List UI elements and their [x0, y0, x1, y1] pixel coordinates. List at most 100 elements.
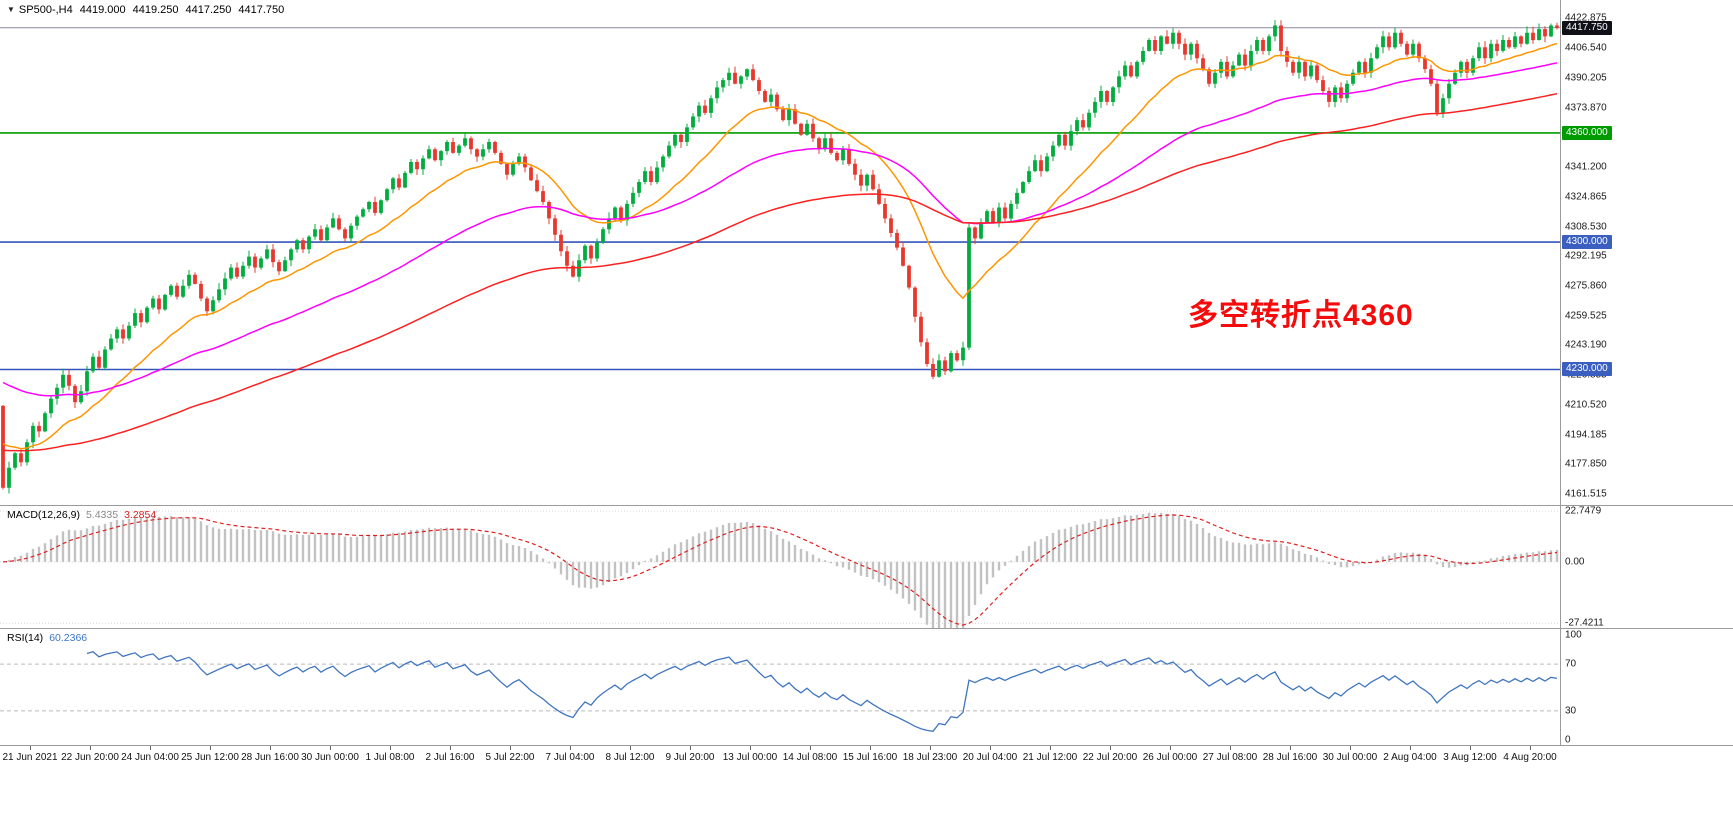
time-tick — [450, 746, 451, 750]
time-axis-label: 1 Jul 08:00 — [365, 752, 415, 763]
time-axis-label: 30 Jun 00:00 — [301, 752, 359, 763]
time-axis-label: 8 Jul 12:00 — [605, 752, 655, 763]
macd-label: MACD(12,26,9) — [7, 509, 80, 521]
time-tick — [510, 746, 511, 750]
ma-fast-line — [2, 42, 1558, 450]
time-axis-label: 7 Jul 04:00 — [545, 752, 595, 763]
bar-open-value: 4419.000 — [79, 4, 126, 16]
chart-header: ▼ SP500-,H4 4419.000 4419.250 4417.250 4417.7… — [7, 4, 284, 16]
price-axis-label: 4243.190 — [1565, 339, 1607, 351]
rsi-axis-label: 0 — [1565, 734, 1571, 746]
panel-divider — [0, 745, 1733, 746]
time-tick — [810, 746, 811, 750]
price-axis-label: 4161.515 — [1565, 488, 1607, 500]
price-badge-4360.000: 4360.000 — [1562, 125, 1612, 140]
bar-high-value: 4419.250 — [132, 4, 179, 16]
time-tick — [270, 746, 271, 750]
price-axis-label: 4275.860 — [1565, 280, 1607, 292]
time-axis-label: 14 Jul 08:00 — [782, 752, 838, 763]
time-tick — [870, 746, 871, 750]
time-axis-label: 26 Jul 00:00 — [1142, 752, 1198, 763]
time-tick — [1530, 746, 1531, 750]
rsi-label: RSI(14) — [7, 632, 44, 644]
time-axis-label: 28 Jun 16:00 — [241, 752, 299, 763]
time-tick — [1290, 746, 1291, 750]
price-axis-label: 4406.540 — [1565, 42, 1607, 54]
time-axis-label: 22 Jun 20:00 — [61, 752, 119, 763]
time-tick — [750, 746, 751, 750]
time-axis-label: 5 Jul 22:00 — [485, 752, 535, 763]
macd-histogram — [7, 512, 1559, 629]
price-axis-label: 4373.870 — [1565, 102, 1607, 114]
macd-axis-label: -27.4211 — [1565, 617, 1604, 629]
time-tick — [1170, 746, 1171, 750]
price-chart-canvas[interactable] — [0, 0, 1560, 506]
price-axis-label: 4341.200 — [1565, 161, 1607, 173]
rsi-value: 60.2366 — [49, 632, 88, 644]
price-axis-label: 4422.875 — [1565, 12, 1607, 24]
time-axis-label: 4 Aug 20:00 — [1503, 752, 1557, 763]
time-tick — [210, 746, 211, 750]
time-tick — [630, 746, 631, 750]
bar-close-value: 4417.750 — [238, 4, 285, 16]
time-tick — [90, 746, 91, 750]
ma-medium-line — [2, 62, 1558, 397]
time-axis-label: 9 Jul 20:00 — [665, 752, 715, 763]
time-axis-label: 2 Aug 04:00 — [1383, 752, 1437, 763]
price-axis-label: 4390.205 — [1565, 72, 1607, 84]
time-tick — [1230, 746, 1231, 750]
rsi-panel-canvas[interactable] — [0, 629, 1560, 746]
price-axis-label: 4177.850 — [1565, 458, 1607, 470]
time-axis-label: 28 Jul 16:00 — [1262, 752, 1318, 763]
time-tick — [930, 746, 931, 750]
panel-divider[interactable] — [0, 505, 1733, 506]
time-tick — [390, 746, 391, 750]
panel-divider[interactable] — [0, 628, 1733, 629]
rsi-axis-label: 30 — [1565, 705, 1577, 717]
symbol-timeframe-label: SP500-,H4 — [18, 4, 73, 16]
time-axis-label: 20 Jul 04:00 — [962, 752, 1018, 763]
time-axis-label: 27 Jul 08:00 — [1202, 752, 1258, 763]
rsi-indicator-header: RSI(14) 60.2366 — [7, 632, 87, 644]
price-axis-label: 4308.530 — [1565, 221, 1607, 233]
price-axis-label: 4194.185 — [1565, 429, 1607, 441]
bar-low-value: 4417.250 — [185, 4, 232, 16]
time-tick — [330, 746, 331, 750]
time-tick — [1350, 746, 1351, 750]
up-candle-bodies — [7, 25, 1553, 488]
rsi-line — [86, 650, 1558, 732]
price-badge-4417.750: 4417.750 — [1562, 20, 1612, 35]
up-candle-wicks — [8, 20, 1552, 494]
macd-axis-label: 22.7479 — [1565, 505, 1602, 517]
macd-panel-canvas[interactable] — [0, 506, 1560, 629]
ma-slow-line — [2, 92, 1558, 452]
time-tick — [30, 746, 31, 750]
time-axis-label: 2 Jul 16:00 — [425, 752, 475, 763]
rsi-axis-label: 100 — [1565, 629, 1582, 641]
macd-main-value: 5.4335 — [85, 509, 119, 521]
time-axis-label: 22 Jul 20:00 — [1082, 752, 1138, 763]
time-tick — [1410, 746, 1411, 750]
time-axis-label: 21 Jul 12:00 — [1022, 752, 1078, 763]
time-axis-label: 24 Jun 04:00 — [121, 752, 179, 763]
price-badge-4300.000: 4300.000 — [1562, 235, 1612, 250]
rsi-axis-label: 70 — [1565, 658, 1577, 670]
price-scale-divider — [1560, 0, 1561, 746]
price-axis-label: 4210.520 — [1565, 399, 1607, 411]
price-axis-label: 4259.525 — [1565, 310, 1607, 322]
macd-signal-line — [2, 514, 1558, 626]
time-axis-label: 15 Jul 16:00 — [842, 752, 898, 763]
macd-indicator-header: MACD(12,26,9) 5.4335 3.2854 — [7, 509, 156, 521]
down-candle-bodies — [1, 25, 1559, 488]
price-badge-4230.000: 4230.000 — [1562, 362, 1612, 377]
time-tick — [150, 746, 151, 750]
time-axis-label: 13 Jul 00:00 — [722, 752, 778, 763]
time-tick — [1470, 746, 1471, 750]
time-tick — [690, 746, 691, 750]
time-tick — [990, 746, 991, 750]
time-axis-label: 30 Jul 00:00 — [1322, 752, 1378, 763]
chart-symbol-icon: ▼ — [7, 5, 15, 14]
macd-axis-label: 0.00 — [1565, 556, 1585, 568]
time-axis-label: 3 Aug 12:00 — [1443, 752, 1497, 763]
